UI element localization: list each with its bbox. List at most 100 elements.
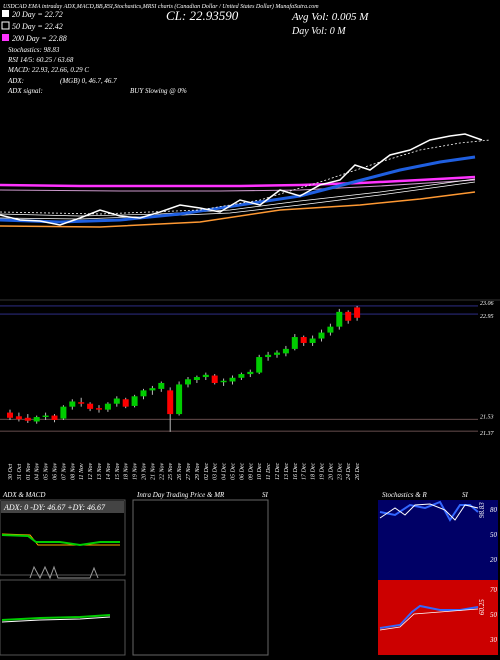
adx-line	[1, 534, 120, 547]
adx: ADX:	[7, 77, 24, 85]
candle-body	[220, 380, 227, 383]
candle-body	[87, 403, 94, 409]
candle-body	[229, 377, 236, 382]
candle-body	[122, 399, 129, 407]
ma20: 20 Day = 22.72	[12, 10, 63, 19]
band-line	[0, 179, 476, 192]
ma200-line	[0, 175, 476, 188]
candle-body	[7, 412, 13, 418]
x-tick-label: 21 Nov	[150, 462, 156, 480]
candle-body	[51, 415, 58, 420]
close: CL: 22.93590	[166, 8, 239, 23]
candle-body	[327, 326, 334, 333]
rsi-tick-label: 50	[490, 611, 498, 619]
x-tick-label: 30 Oct	[8, 464, 14, 481]
x-tick-label: 13 Dec	[284, 463, 290, 480]
rsi-tick-label: 70	[490, 586, 498, 594]
candle-body	[24, 417, 31, 421]
stoch-tick-label: 20	[490, 556, 498, 564]
candle-body	[140, 390, 147, 397]
y-tick-label: 21.53	[480, 414, 494, 420]
adx-title: ADX & MACD	[2, 491, 45, 499]
legend-swatch	[2, 34, 9, 41]
x-tick-label: 11 Dec	[266, 463, 272, 480]
x-tick-label: 27 Nov	[186, 462, 192, 480]
stoch-tick-label: 80	[490, 506, 498, 514]
x-tick-label: 22 Nov	[159, 462, 165, 480]
x-tick-label: 01 Nov	[26, 462, 32, 480]
x-tick-label: 06 Dec	[239, 463, 245, 480]
x-tick-label: 18 Dec	[311, 463, 317, 480]
candle-body	[69, 401, 76, 407]
x-tick-label: 25 Nov	[168, 462, 174, 480]
ma-line	[0, 181, 476, 220]
candle-body	[33, 417, 40, 422]
x-tick-label: 04 Nov	[34, 462, 41, 480]
rsi-tick-label: 30	[489, 636, 498, 644]
candle-body	[113, 398, 120, 404]
candle-body	[247, 371, 254, 375]
stochastics: Stochastics: 98.83	[8, 46, 60, 54]
ma20-line	[0, 139, 491, 215]
candle-body	[265, 354, 272, 358]
intraday-si: SI	[262, 491, 269, 499]
x-tick-label: 14 Nov	[105, 462, 112, 480]
stoch-line	[379, 503, 479, 521]
macd-line	[1, 614, 111, 621]
candle-body	[345, 311, 352, 321]
candle-body	[354, 307, 361, 318]
candle-body	[274, 352, 280, 355]
ma50-line	[0, 155, 476, 224]
ma-line	[0, 178, 476, 217]
macd: MACD: 22.93, 22.66, 0.29 C	[7, 66, 89, 74]
candle-body	[78, 402, 85, 404]
y-tick-label: 23.06	[480, 301, 494, 307]
signal: BUY Slowing @ 0%	[130, 87, 187, 95]
candle-body	[282, 348, 289, 354]
candle-body	[185, 379, 191, 385]
candle-body	[104, 403, 111, 410]
candle-body	[167, 390, 174, 415]
x-tick-label: 26 Nov	[177, 462, 183, 480]
x-tick-label: 13 Nov	[97, 462, 103, 480]
x-tick-label: 19 Dec	[320, 463, 326, 480]
x-tick-label: 26 Dec	[355, 463, 361, 480]
ma-lines	[0, 133, 491, 228]
x-tick-label: 11 Nov	[79, 463, 85, 480]
intraday-panel	[132, 499, 269, 656]
candle-body	[15, 416, 22, 420]
rsi-line	[379, 604, 479, 629]
price-line	[0, 133, 483, 226]
x-tick-label: 05 Dec	[231, 463, 237, 480]
x-tick-label: 18 Nov	[124, 462, 130, 480]
candle-body	[318, 332, 325, 339]
legend-swatch	[1, 21, 10, 30]
x-tick-label: 06 Nov	[53, 462, 59, 480]
x-tick-label: 05 Nov	[44, 462, 50, 480]
x-tick-label: 19 Nov	[133, 462, 139, 480]
ma-line	[0, 191, 476, 228]
candle-body	[176, 384, 183, 415]
adx-values: (MGB) 0, 46.7, 46.7	[60, 77, 117, 85]
x-tick-label: 09 Dec	[248, 463, 254, 480]
rsi-value: 60.25	[478, 599, 486, 615]
stoch-title: Stochastics & R	[382, 491, 427, 499]
y-tick-label: 22.95	[480, 314, 494, 320]
x-tick-label: 03 Dec	[213, 463, 219, 480]
adx-box: ADX: 0 -DY: 46.67 +DY: 46.67	[3, 503, 106, 512]
x-tick-label: 16 Dec	[293, 463, 299, 480]
rsi-line	[379, 608, 479, 631]
x-tick-label: 29 Nov	[195, 462, 201, 480]
candle-body	[131, 396, 138, 406]
candle-body	[238, 374, 245, 378]
x-tick-label: 12 Nov	[88, 462, 94, 480]
adx-spikes	[29, 565, 99, 580]
x-tick-label: 31 Oct	[17, 464, 23, 481]
x-tick-label: 23 Dec	[337, 463, 343, 480]
candle-body	[96, 408, 102, 410]
adx-signal: ADX signal:	[7, 87, 43, 95]
day-vol: Day Vol: 0 M	[291, 26, 346, 37]
adx-box-bg	[1, 501, 124, 513]
candle-body	[256, 357, 263, 373]
